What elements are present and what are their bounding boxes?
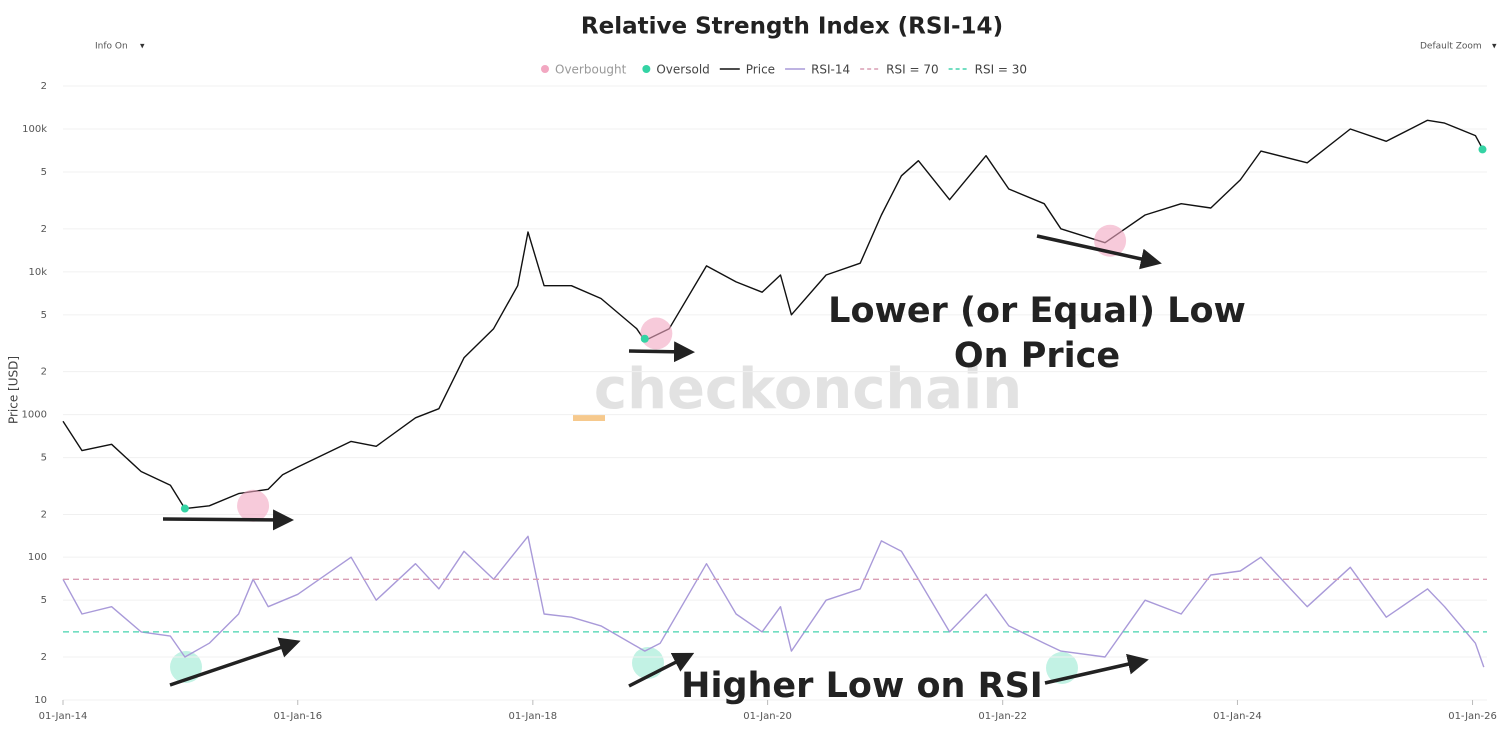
y-tick-label: 100k bbox=[22, 124, 47, 135]
chart-title: Relative Strength Index (RSI-14) bbox=[581, 14, 1003, 40]
oversold-marker bbox=[1478, 145, 1487, 154]
watermark-mark bbox=[573, 415, 605, 421]
watermark: checkonchain bbox=[594, 357, 1022, 422]
legend-label: Oversold bbox=[656, 63, 709, 77]
y-tick-label: 10k bbox=[28, 267, 47, 278]
legend-swatch bbox=[642, 65, 651, 73]
arrow bbox=[162, 509, 294, 531]
x-tick-label: 01-Jan-26 bbox=[1448, 711, 1497, 722]
zoom-toggle[interactable]: Default Zoom bbox=[1420, 42, 1482, 52]
x-tick-label: 01-Jan-16 bbox=[273, 711, 322, 722]
x-tick-label: 01-Jan-18 bbox=[509, 711, 558, 722]
plot-area: 2 5 1000 2 5 10k 2 5 100k 2 10 2 5 100 01-Jan-14 01-Jan… bbox=[22, 63, 1497, 723]
y-tick-label: 2 bbox=[41, 367, 47, 378]
y-tick-label: 10 bbox=[34, 695, 47, 706]
legend-swatch bbox=[541, 65, 549, 73]
y-tick-label: 5 bbox=[41, 310, 47, 321]
oversold-marker bbox=[180, 504, 189, 513]
y-tick-label: 1000 bbox=[22, 410, 47, 421]
y-tick-label: 2 bbox=[41, 224, 47, 235]
annotation: Lower (or Equal) Low bbox=[828, 291, 1246, 331]
y-tick-label: 5 bbox=[41, 453, 47, 464]
x-tick-label: 01-Jan-22 bbox=[978, 711, 1027, 722]
y-tick-label: 2 bbox=[41, 81, 47, 92]
legend-label: RSI = 30 bbox=[975, 63, 1027, 77]
arrow bbox=[628, 652, 695, 688]
arrow bbox=[1036, 234, 1162, 270]
x-tick-label: 01-Jan-14 bbox=[39, 711, 88, 722]
y-axis-label: Price [USD] bbox=[7, 356, 21, 424]
legend-label: RSI = 70 bbox=[886, 63, 938, 77]
annotation: Higher Low on RSI bbox=[681, 666, 1043, 706]
dropdown-caret[interactable]: ▾ bbox=[140, 42, 145, 52]
x-tick-label: 01-Jan-20 bbox=[743, 711, 792, 722]
legend-label: Price bbox=[746, 63, 775, 77]
overbought-marker bbox=[640, 317, 673, 350]
dropdown-caret[interactable]: ▾ bbox=[1492, 42, 1497, 52]
legend-label: RSI-14 bbox=[811, 63, 850, 77]
series-line bbox=[62, 535, 1485, 668]
arrow bbox=[169, 637, 301, 687]
info-toggle[interactable]: Info On bbox=[95, 42, 128, 52]
highlight bbox=[632, 647, 664, 679]
y-tick-label: 5 bbox=[41, 167, 47, 178]
y-tick-label: 100 bbox=[28, 552, 47, 563]
legend-label: Overbought bbox=[555, 63, 627, 77]
arrow bbox=[628, 341, 695, 363]
highlight bbox=[170, 651, 202, 683]
arrows bbox=[162, 234, 1162, 688]
series-line bbox=[62, 119, 1485, 510]
oversold-marker bbox=[640, 334, 649, 343]
y-tick-label: 5 bbox=[41, 595, 47, 606]
x-tick-label: 01-Jan-24 bbox=[1213, 711, 1262, 722]
y-tick-label: 2 bbox=[41, 652, 47, 663]
overbought-marker bbox=[237, 489, 270, 522]
y-tick-label: 2 bbox=[41, 509, 47, 520]
annotation: On Price bbox=[954, 336, 1120, 376]
arrow bbox=[1044, 653, 1149, 685]
